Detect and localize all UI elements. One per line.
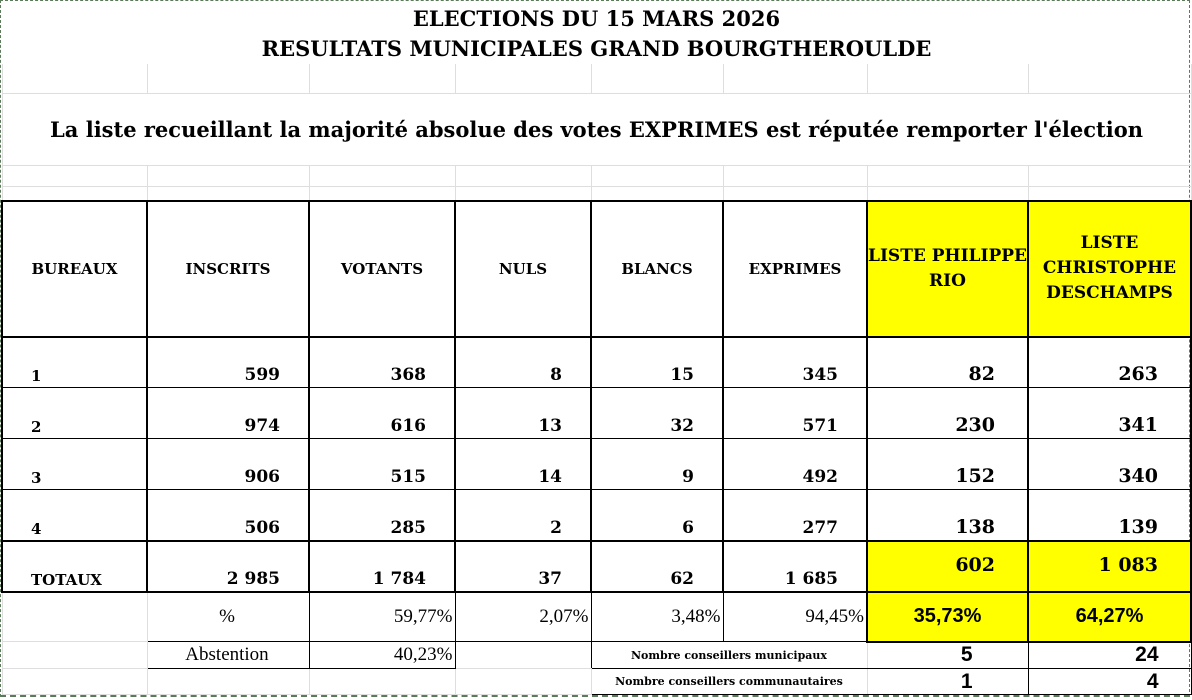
blancs-cell: 6 bbox=[590, 489, 724, 541]
communautaires-row: Nombre conseillers communautaires 1 4 bbox=[1, 668, 1192, 695]
exprimes-cell: 492 bbox=[722, 438, 868, 490]
inscrits-cell: 599 bbox=[146, 336, 310, 388]
rio-cell: 138 bbox=[866, 489, 1029, 541]
title-line2: RESULTATS MUNICIPALES GRAND BOURGTHEROUL… bbox=[261, 35, 932, 61]
totals-label: TOTAUX bbox=[1, 539, 148, 593]
bureau-cell: 1 bbox=[1, 336, 148, 388]
header-liste-rio: LISTE PHILIPPE RIO bbox=[866, 199, 1029, 338]
majority-rule-message: La liste recueillant la majorité absolue… bbox=[1, 93, 1192, 166]
totals-row: TOTAUX 2 985 1 784 37 62 1 685 602 1 083 bbox=[1, 539, 1192, 593]
blancs-cell: 15 bbox=[590, 336, 724, 388]
percent-exprimes: 94,45% bbox=[722, 591, 868, 642]
header-votants: VOTANTS bbox=[308, 199, 456, 338]
bureau-row: 3 906 515 14 9 492 152 340 bbox=[1, 438, 1192, 490]
total-inscrits: 2 985 bbox=[146, 539, 310, 593]
conseillers-communautaires-deschamps: 4 bbox=[1027, 668, 1192, 695]
inscrits-cell: 506 bbox=[146, 489, 310, 541]
percent-deschamps: 64,27% bbox=[1027, 590, 1192, 643]
header-nuls: NULS bbox=[454, 199, 592, 338]
nuls-cell: 8 bbox=[454, 336, 592, 388]
percent-row: % 59,77% 2,07% 3,48% 94,45% 35,73% 64,27… bbox=[1, 590, 1192, 643]
conseillers-municipaux-deschamps: 24 bbox=[1027, 641, 1192, 669]
exprimes-cell: 277 bbox=[722, 489, 868, 541]
bureau-row: 4 506 285 2 6 277 138 139 bbox=[1, 489, 1192, 541]
bureau-cell: 2 bbox=[1, 387, 148, 439]
rio-cell: 152 bbox=[866, 438, 1029, 490]
header-exprimes: EXPRIMES bbox=[722, 199, 868, 338]
conseillers-municipaux-label: Nombre conseillers municipaux bbox=[590, 641, 868, 669]
nuls-cell: 14 bbox=[454, 438, 592, 490]
header-blancs: BLANCS bbox=[590, 199, 724, 338]
blancs-cell: 9 bbox=[590, 438, 724, 490]
exprimes-cell: 345 bbox=[722, 336, 868, 388]
nuls-cell: 13 bbox=[454, 387, 592, 439]
exprimes-cell: 571 bbox=[722, 387, 868, 439]
total-nuls: 37 bbox=[454, 539, 592, 593]
bureau-row: 1 599 368 8 15 345 82 263 bbox=[1, 336, 1192, 388]
title-line1: ELECTIONS DU 15 MARS 2026 bbox=[412, 6, 781, 31]
blancs-cell: 32 bbox=[590, 387, 724, 439]
abstention-value: 40,23% bbox=[308, 641, 456, 669]
conseillers-municipaux-rio: 5 bbox=[866, 641, 1029, 669]
percent-rio: 35,73% bbox=[866, 590, 1029, 643]
header-liste-deschamps: LISTE CHRISTOPHE DESCHAMPS bbox=[1027, 199, 1192, 338]
rio-cell: 230 bbox=[866, 387, 1029, 439]
percent-blancs: 3,48% bbox=[590, 591, 724, 642]
percent-nuls: 2,07% bbox=[454, 591, 592, 642]
bureau-cell: 3 bbox=[1, 438, 148, 490]
header-row: BUREAUX INSCRITS VOTANTS NULS BLANCS EXP… bbox=[1, 199, 1192, 338]
votants-cell: 616 bbox=[308, 387, 456, 439]
abstention-label: Abstention bbox=[146, 641, 310, 669]
total-deschamps: 1 083 bbox=[1027, 539, 1192, 593]
total-exprimes: 1 685 bbox=[722, 539, 868, 593]
rio-cell: 82 bbox=[866, 336, 1029, 388]
inscrits-cell: 906 bbox=[146, 438, 310, 490]
deschamps-cell: 341 bbox=[1027, 387, 1192, 439]
votants-cell: 368 bbox=[308, 336, 456, 388]
total-rio: 602 bbox=[866, 539, 1029, 593]
conseillers-communautaires-label: Nombre conseillers communautaires bbox=[590, 668, 868, 695]
nuls-cell: 2 bbox=[454, 489, 592, 541]
deschamps-cell: 340 bbox=[1027, 438, 1192, 490]
header-bureaux: BUREAUX bbox=[1, 199, 148, 338]
total-blancs: 62 bbox=[590, 539, 724, 593]
conseillers-communautaires-rio: 1 bbox=[866, 668, 1029, 695]
percent-label: % bbox=[146, 591, 310, 642]
percent-votants: 59,77% bbox=[308, 591, 456, 642]
inscrits-cell: 974 bbox=[146, 387, 310, 439]
bureau-row: 2 974 616 13 32 571 230 341 bbox=[1, 387, 1192, 439]
deschamps-cell: 263 bbox=[1027, 336, 1192, 388]
deschamps-cell: 139 bbox=[1027, 489, 1192, 541]
abstention-row: Abstention 40,23% Nombre conseillers mun… bbox=[1, 641, 1192, 669]
results-table: ELECTIONS DU 15 MARS 2026 RESULTATS MUNI… bbox=[1, 4, 1192, 695]
bureau-cell: 4 bbox=[1, 489, 148, 541]
total-votants: 1 784 bbox=[308, 539, 456, 593]
votants-cell: 515 bbox=[308, 438, 456, 490]
header-inscrits: INSCRITS bbox=[146, 199, 310, 338]
votants-cell: 285 bbox=[308, 489, 456, 541]
